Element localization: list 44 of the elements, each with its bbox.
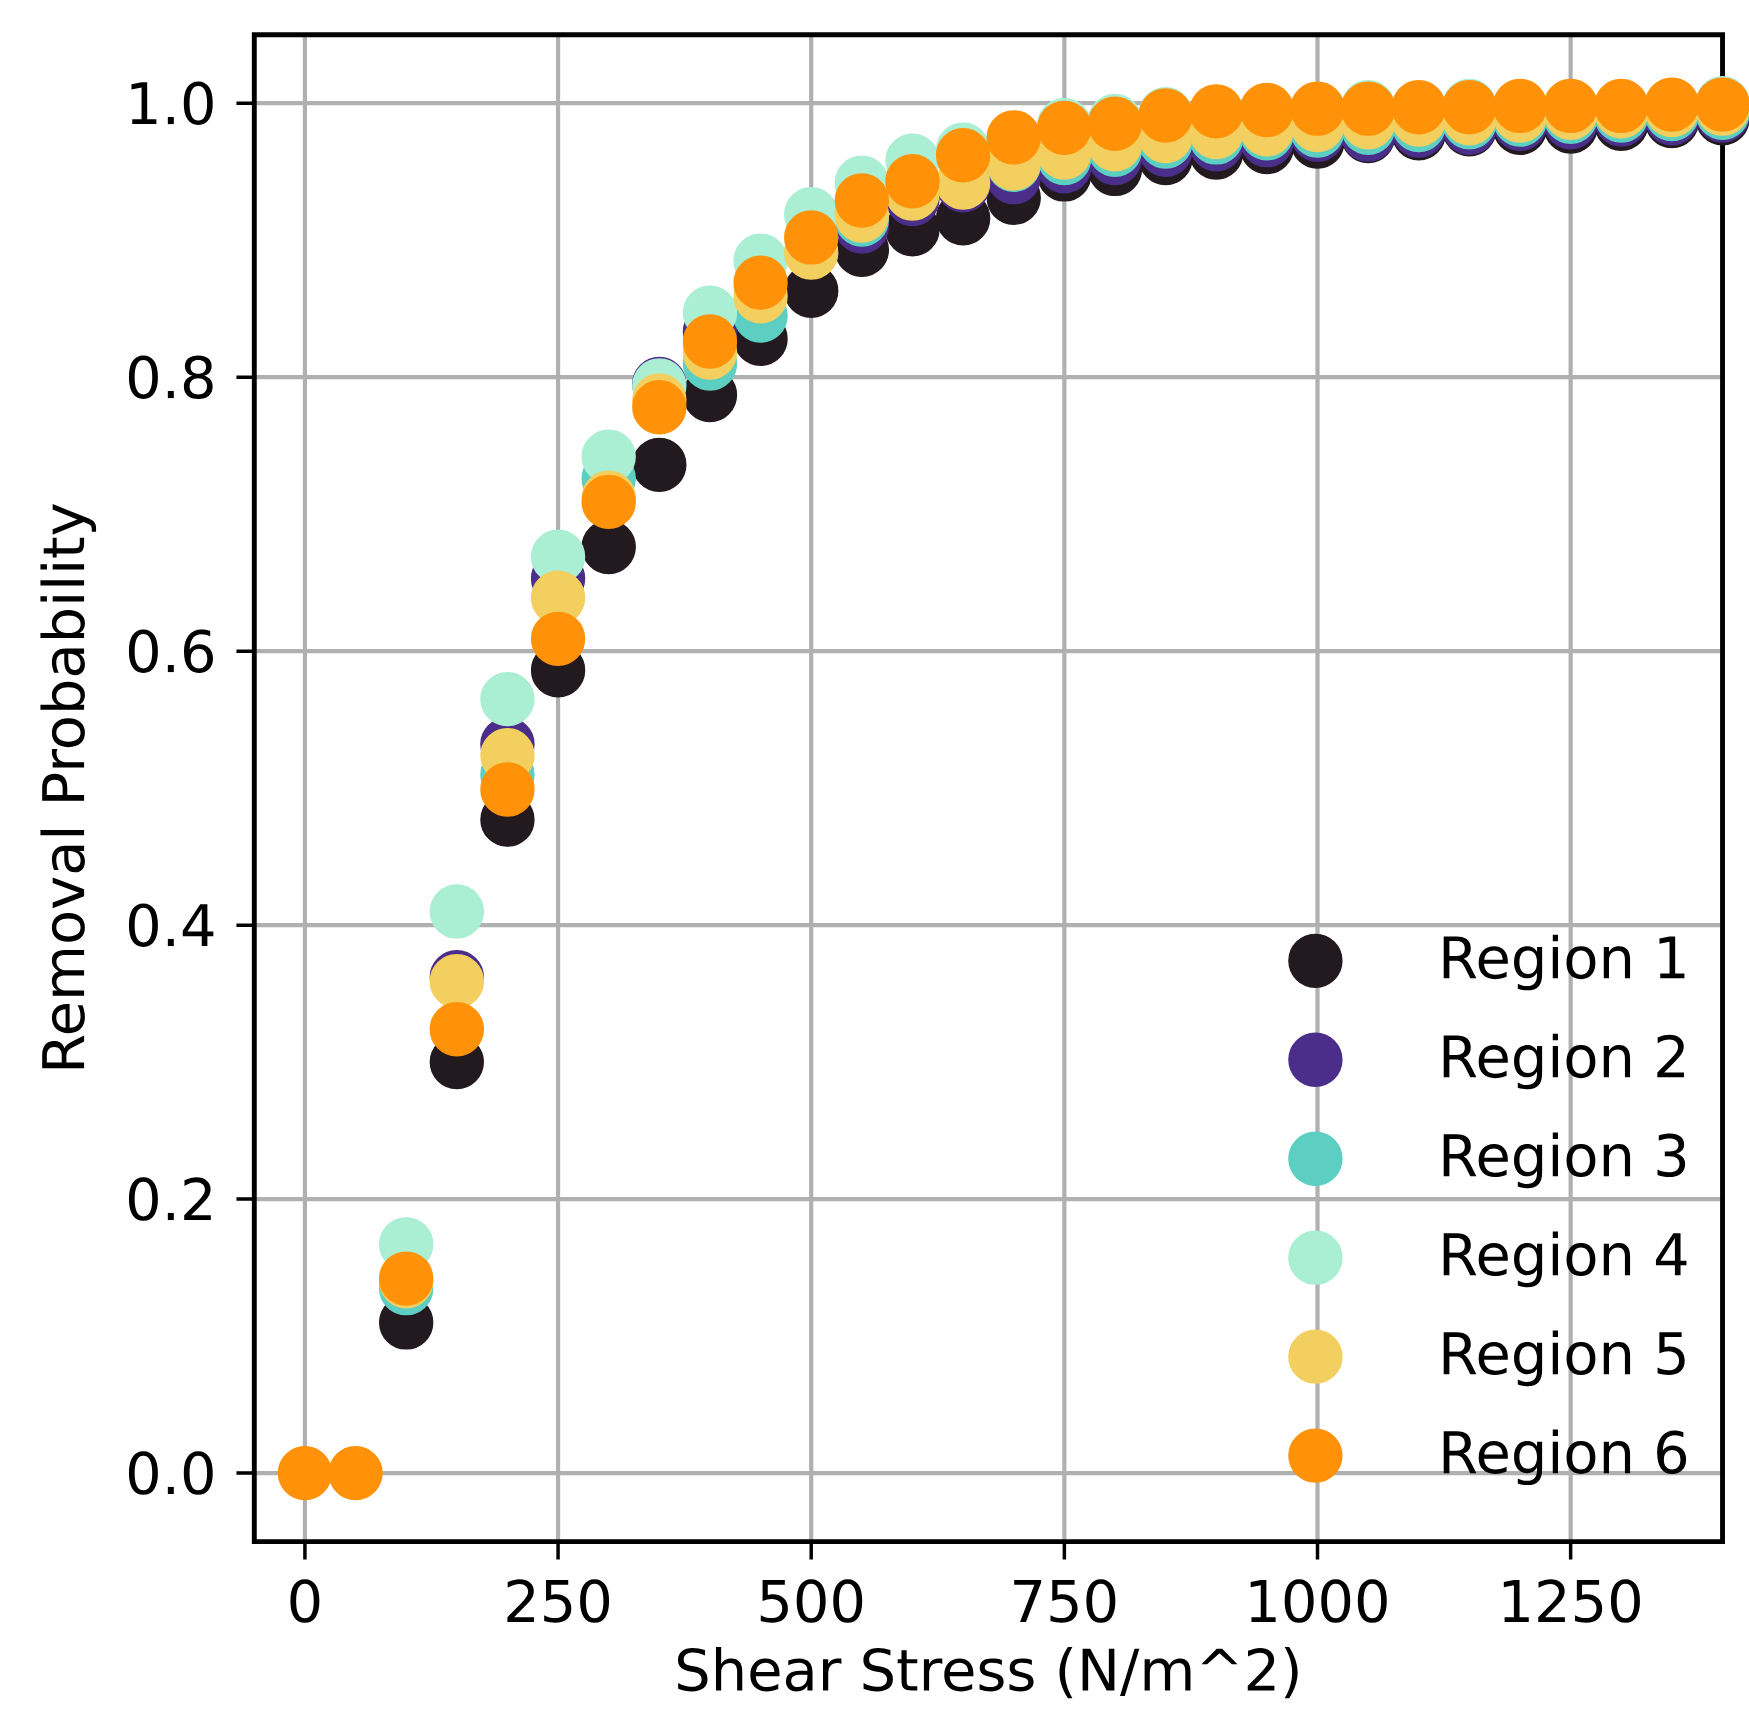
point [733,255,788,310]
x-tick-label: 1000 [1250,1579,1387,1623]
x-axis-title: Shear Stress (N/m^2) [677,1646,1298,1699]
point [1644,77,1700,132]
point [885,154,940,209]
point [429,884,484,939]
point [429,1002,484,1057]
point [530,611,586,667]
point [1594,78,1649,134]
point [682,314,738,369]
y-tick-label: 0.0 [128,1451,213,1495]
legend-label: Region 4 [1443,1231,1687,1288]
point [834,173,890,228]
x-tick-label: 1250 [1503,1579,1640,1623]
legend-label: Region 6 [1443,1429,1687,1486]
x-tick-label: 500 [760,1579,863,1623]
point [632,380,687,435]
y-axis-title: Removal Probability [40,504,97,1069]
point [632,437,687,493]
y-tick-label: 0.4 [128,903,214,947]
y-tick-label: 1.0 [131,81,213,125]
x-tick-label: 750 [1014,1579,1116,1623]
point [480,762,535,817]
legend-label: Region 5 [1443,1330,1685,1387]
x-tick-label: 0 [290,1579,320,1623]
y-tick-label: 0.2 [128,1177,211,1221]
point [480,671,535,727]
point [784,210,839,265]
x-tick-label: 250 [507,1579,610,1623]
point [1492,78,1548,134]
y-tick-label: 0.8 [128,355,213,399]
point [1290,81,1345,136]
point [1543,78,1598,134]
point [986,110,1041,165]
point [1391,80,1446,135]
point [1189,84,1244,139]
y-tick-label: 0.6 [128,629,213,673]
legend-label: Region 3 [1443,1132,1686,1189]
point [277,1445,333,1501]
point [1239,82,1295,138]
legend-label: Region 2 [1443,1033,1684,1090]
legend-label: Region 1 [1443,934,1685,991]
point [328,1445,383,1501]
point [935,128,991,183]
